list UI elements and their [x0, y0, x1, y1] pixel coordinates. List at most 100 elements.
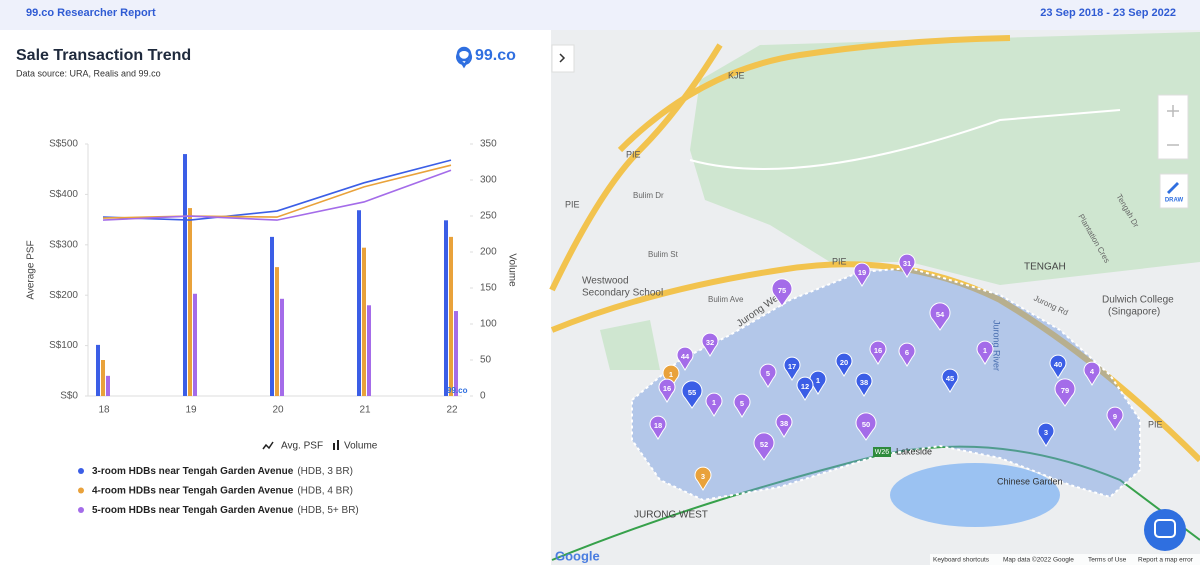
y2-axis-label: Volume: [506, 253, 517, 287]
draw-label[interactable]: DRAW: [1165, 198, 1184, 204]
y2-tick-label: 100: [480, 319, 497, 330]
marker-count: 9: [1113, 412, 1117, 421]
marker-count: 52: [760, 440, 768, 449]
logo: 99.co: [457, 47, 516, 66]
marker-count: 32: [706, 338, 714, 347]
marker-count: 45: [946, 374, 954, 383]
chart-title: Sale Transaction Trend: [16, 47, 191, 64]
y-tick-label: S$0: [60, 391, 78, 402]
date-range: 23 Sep 2018 - 23 Sep 2022: [1040, 7, 1176, 19]
marker-count: 16: [663, 384, 671, 393]
watermark: 99.co: [447, 386, 468, 395]
marker-count: 38: [780, 419, 788, 428]
map-label: PIE: [832, 256, 847, 266]
map-label: TENGAH: [1024, 262, 1066, 273]
y-tick-label: S$100: [49, 340, 78, 351]
chart-subtitle: Data source: URA, Realis and 99.co: [16, 68, 161, 78]
report-title: 99.co Researcher Report: [26, 7, 156, 19]
marker-count: 40: [1054, 360, 1062, 369]
zoom-control: [1158, 95, 1188, 159]
map-label: Dulwich College: [1102, 295, 1174, 306]
bar: [188, 208, 192, 396]
marker-count: 3: [1044, 428, 1048, 437]
y2-tick-label: 150: [480, 283, 497, 294]
bar: [193, 294, 197, 396]
legend-detail: (HDB, 3 BR): [297, 466, 353, 477]
bar: [106, 376, 110, 396]
legend-dot: [78, 468, 84, 474]
marker-count: 38: [860, 378, 868, 387]
map-label: Westwood: [582, 276, 629, 287]
marker-count: 5: [766, 369, 770, 378]
marker-count: 79: [1061, 386, 1069, 395]
line: [103, 160, 451, 220]
y2-tick-label: 350: [480, 139, 497, 150]
line-icon: [263, 442, 273, 449]
marker-count: 1: [816, 376, 820, 385]
map-footer-text: Map data ©2022 Google: [1003, 556, 1074, 564]
y-axis-label: Average PSF: [26, 240, 37, 299]
bar-icon: [337, 440, 339, 450]
chat-button[interactable]: [1144, 509, 1186, 551]
map-label: KJE: [728, 70, 745, 80]
x-tick-label: 22: [446, 405, 458, 416]
bar: [357, 210, 361, 396]
map-label: Secondary School: [582, 288, 663, 299]
chart: S$0S$100S$200S$300S$400S$500050100150200…: [49, 139, 497, 416]
marker-count: 75: [778, 286, 786, 295]
station-code: W26: [875, 449, 890, 456]
toggle-line-label[interactable]: Avg. PSF: [281, 441, 323, 452]
marker-count: 1: [983, 346, 987, 355]
x-tick-label: 19: [185, 405, 197, 416]
map-label: PIE: [626, 149, 641, 159]
legend-detail: (HDB, 5+ BR): [297, 505, 358, 516]
bar: [449, 237, 453, 396]
bar: [454, 311, 458, 396]
bar: [101, 360, 105, 396]
marker-count: 16: [874, 346, 882, 355]
marker-count: 5: [740, 399, 744, 408]
map-label: JURONG WEST: [634, 510, 708, 521]
y-tick-label: S$500: [49, 139, 78, 150]
map-footer-text[interactable]: Terms of Use: [1088, 557, 1127, 564]
x-tick-label: 18: [98, 405, 110, 416]
marker-count: 6: [905, 348, 909, 357]
bar: [367, 305, 371, 396]
map-label: PIE: [565, 199, 580, 209]
toggle-bar-label[interactable]: Volume: [344, 441, 378, 452]
map-label: Bulim St: [648, 250, 679, 259]
map-label: Bulim Dr: [633, 191, 664, 200]
x-tick-label: 20: [272, 405, 284, 416]
lake: [890, 463, 1060, 527]
map: KJE PIE PIE PIE PIE Bulim Dr Bulim St Bu…: [551, 30, 1200, 565]
header-bar: [0, 0, 1200, 30]
marker-count: 55: [688, 388, 696, 397]
marker-count: 20: [840, 358, 848, 367]
bar-icon: [333, 443, 335, 450]
marker-count: 3: [701, 472, 705, 481]
map-footer-text[interactable]: Keyboard shortcuts: [933, 557, 990, 564]
y-tick-label: S$300: [49, 239, 78, 250]
legend-entry: 3-room HDBs near Tengah Garden Avenue(HD…: [92, 466, 353, 477]
map-label: Bulim Ave: [708, 295, 744, 304]
map-footer-text[interactable]: Report a map error: [1138, 557, 1194, 564]
legend-dot: [78, 488, 84, 494]
x-tick-label: 21: [359, 405, 371, 416]
bar: [96, 345, 100, 396]
y2-tick-label: 0: [480, 391, 486, 402]
legend: 3-room HDBs near Tengah Garden Avenue(HD…: [78, 466, 359, 516]
y2-tick-label: 300: [480, 175, 497, 186]
legend-entry: 4-room HDBs near Tengah Garden Avenue(HD…: [92, 485, 353, 496]
map-label: Lakeside: [896, 446, 932, 456]
marker-count: 19: [858, 268, 866, 277]
marker-count: 31: [903, 259, 911, 268]
bar: [280, 299, 284, 396]
map-label: (Singapore): [1108, 307, 1160, 318]
logo-text: 99.co: [475, 47, 516, 64]
y-tick-label: S$200: [49, 290, 78, 301]
marker-count: 12: [801, 382, 809, 391]
y2-tick-label: 250: [480, 211, 497, 222]
legend-name: 3-room HDBs near Tengah Garden Avenue: [92, 466, 294, 477]
legend-name: 4-room HDBs near Tengah Garden Avenue: [92, 485, 294, 496]
